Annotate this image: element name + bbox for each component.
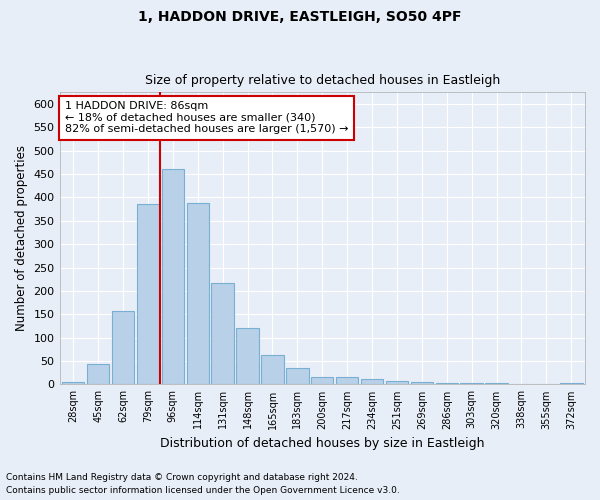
Bar — [311, 377, 334, 384]
Bar — [336, 378, 358, 384]
Bar — [187, 203, 209, 384]
Bar — [211, 283, 234, 384]
Bar — [161, 170, 184, 384]
Text: 1, HADDON DRIVE, EASTLEIGH, SO50 4PF: 1, HADDON DRIVE, EASTLEIGH, SO50 4PF — [138, 10, 462, 24]
Text: 1 HADDON DRIVE: 86sqm
← 18% of detached houses are smaller (340)
82% of semi-det: 1 HADDON DRIVE: 86sqm ← 18% of detached … — [65, 101, 348, 134]
Text: Contains public sector information licensed under the Open Government Licence v3: Contains public sector information licen… — [6, 486, 400, 495]
Bar — [410, 382, 433, 384]
Bar — [236, 328, 259, 384]
Title: Size of property relative to detached houses in Eastleigh: Size of property relative to detached ho… — [145, 74, 500, 87]
Bar — [137, 204, 159, 384]
Bar — [460, 383, 483, 384]
Bar — [62, 382, 85, 384]
X-axis label: Distribution of detached houses by size in Eastleigh: Distribution of detached houses by size … — [160, 437, 485, 450]
Bar — [286, 368, 308, 384]
Bar — [87, 364, 109, 384]
Text: Contains HM Land Registry data © Crown copyright and database right 2024.: Contains HM Land Registry data © Crown c… — [6, 474, 358, 482]
Bar — [112, 311, 134, 384]
Y-axis label: Number of detached properties: Number of detached properties — [15, 146, 28, 332]
Bar — [436, 382, 458, 384]
Bar — [386, 380, 408, 384]
Bar — [261, 355, 284, 384]
Bar — [361, 380, 383, 384]
